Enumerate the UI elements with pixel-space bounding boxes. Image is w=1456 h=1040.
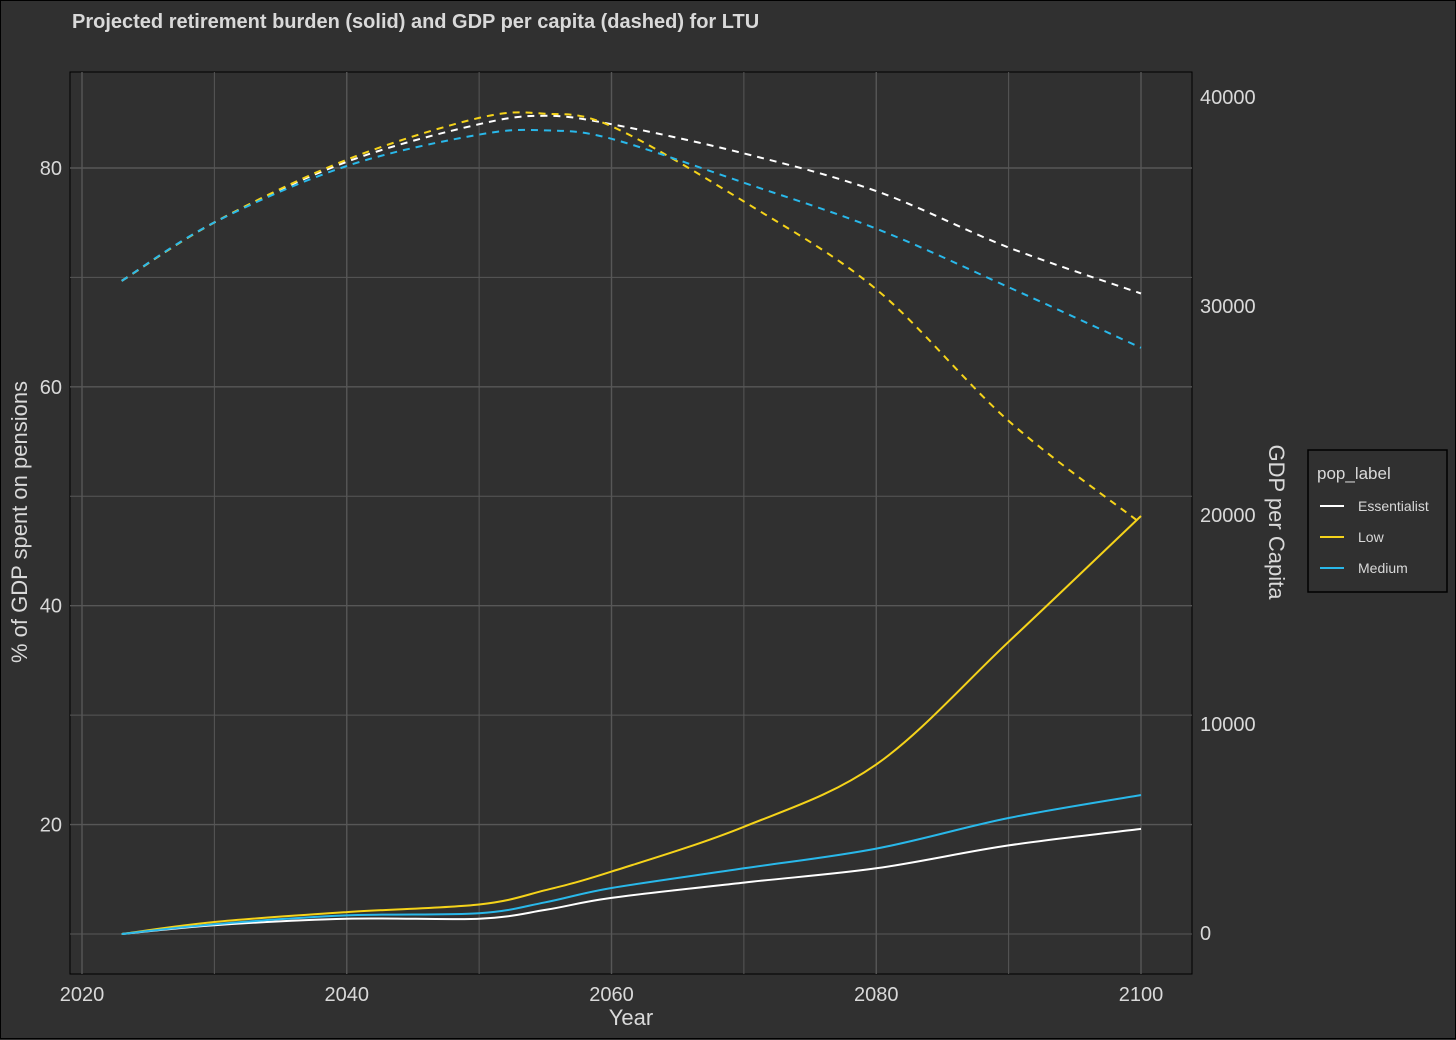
y2-tick-label: 0: [1200, 923, 1211, 945]
essentialist-gdp-line: [121, 114, 1142, 295]
x-tick-label: 2080: [854, 984, 899, 1006]
legend-title: pop_label: [1317, 464, 1391, 483]
x-tick-label: 2020: [60, 984, 105, 1006]
y2-axis-title: GDP per Capita: [1264, 445, 1289, 601]
y2-tick-label: 20000: [1200, 505, 1256, 527]
y2-tick-label: 10000: [1200, 714, 1256, 736]
legend-label-essentialist: Essentialist: [1358, 498, 1429, 514]
plot-panel: [69, 71, 1193, 975]
tick-labels: 2020 2040 2060 2080 210020406080010000200003…: [40, 87, 1256, 1006]
x-axis-title: Year: [609, 1005, 653, 1030]
y2-tick-label: 30000: [1200, 296, 1256, 318]
low-pension-line: [121, 515, 1142, 935]
x-tick-label: 2060: [589, 984, 634, 1006]
medium-gdp-line: [121, 128, 1142, 349]
low-gdp-line: [121, 111, 1142, 525]
x-tick-label: 2100: [1119, 984, 1164, 1006]
grid-lines: [70, 72, 1192, 974]
essentialist-pension-line: [121, 827, 1142, 935]
y-axis-title: % of GDP spent on pensions: [7, 381, 32, 663]
y-tick-label: 80: [40, 158, 62, 180]
legend-label-low: Low: [1358, 529, 1385, 545]
legend: pop_label Essentialist Low Medium: [1307, 449, 1448, 593]
legend-entries: Essentialist Low Medium: [1320, 498, 1429, 576]
medium-pension-line: [121, 794, 1142, 935]
series-lines: [121, 111, 1142, 935]
chart-title: Projected retirement burden (solid) and …: [72, 11, 759, 33]
x-tick-label: 2040: [325, 984, 370, 1006]
y-tick-label: 60: [40, 377, 62, 399]
legend-label-medium: Medium: [1358, 560, 1408, 576]
y-tick-label: 40: [40, 596, 62, 618]
y2-tick-label: 40000: [1200, 87, 1256, 109]
y-tick-label: 20: [40, 815, 62, 837]
